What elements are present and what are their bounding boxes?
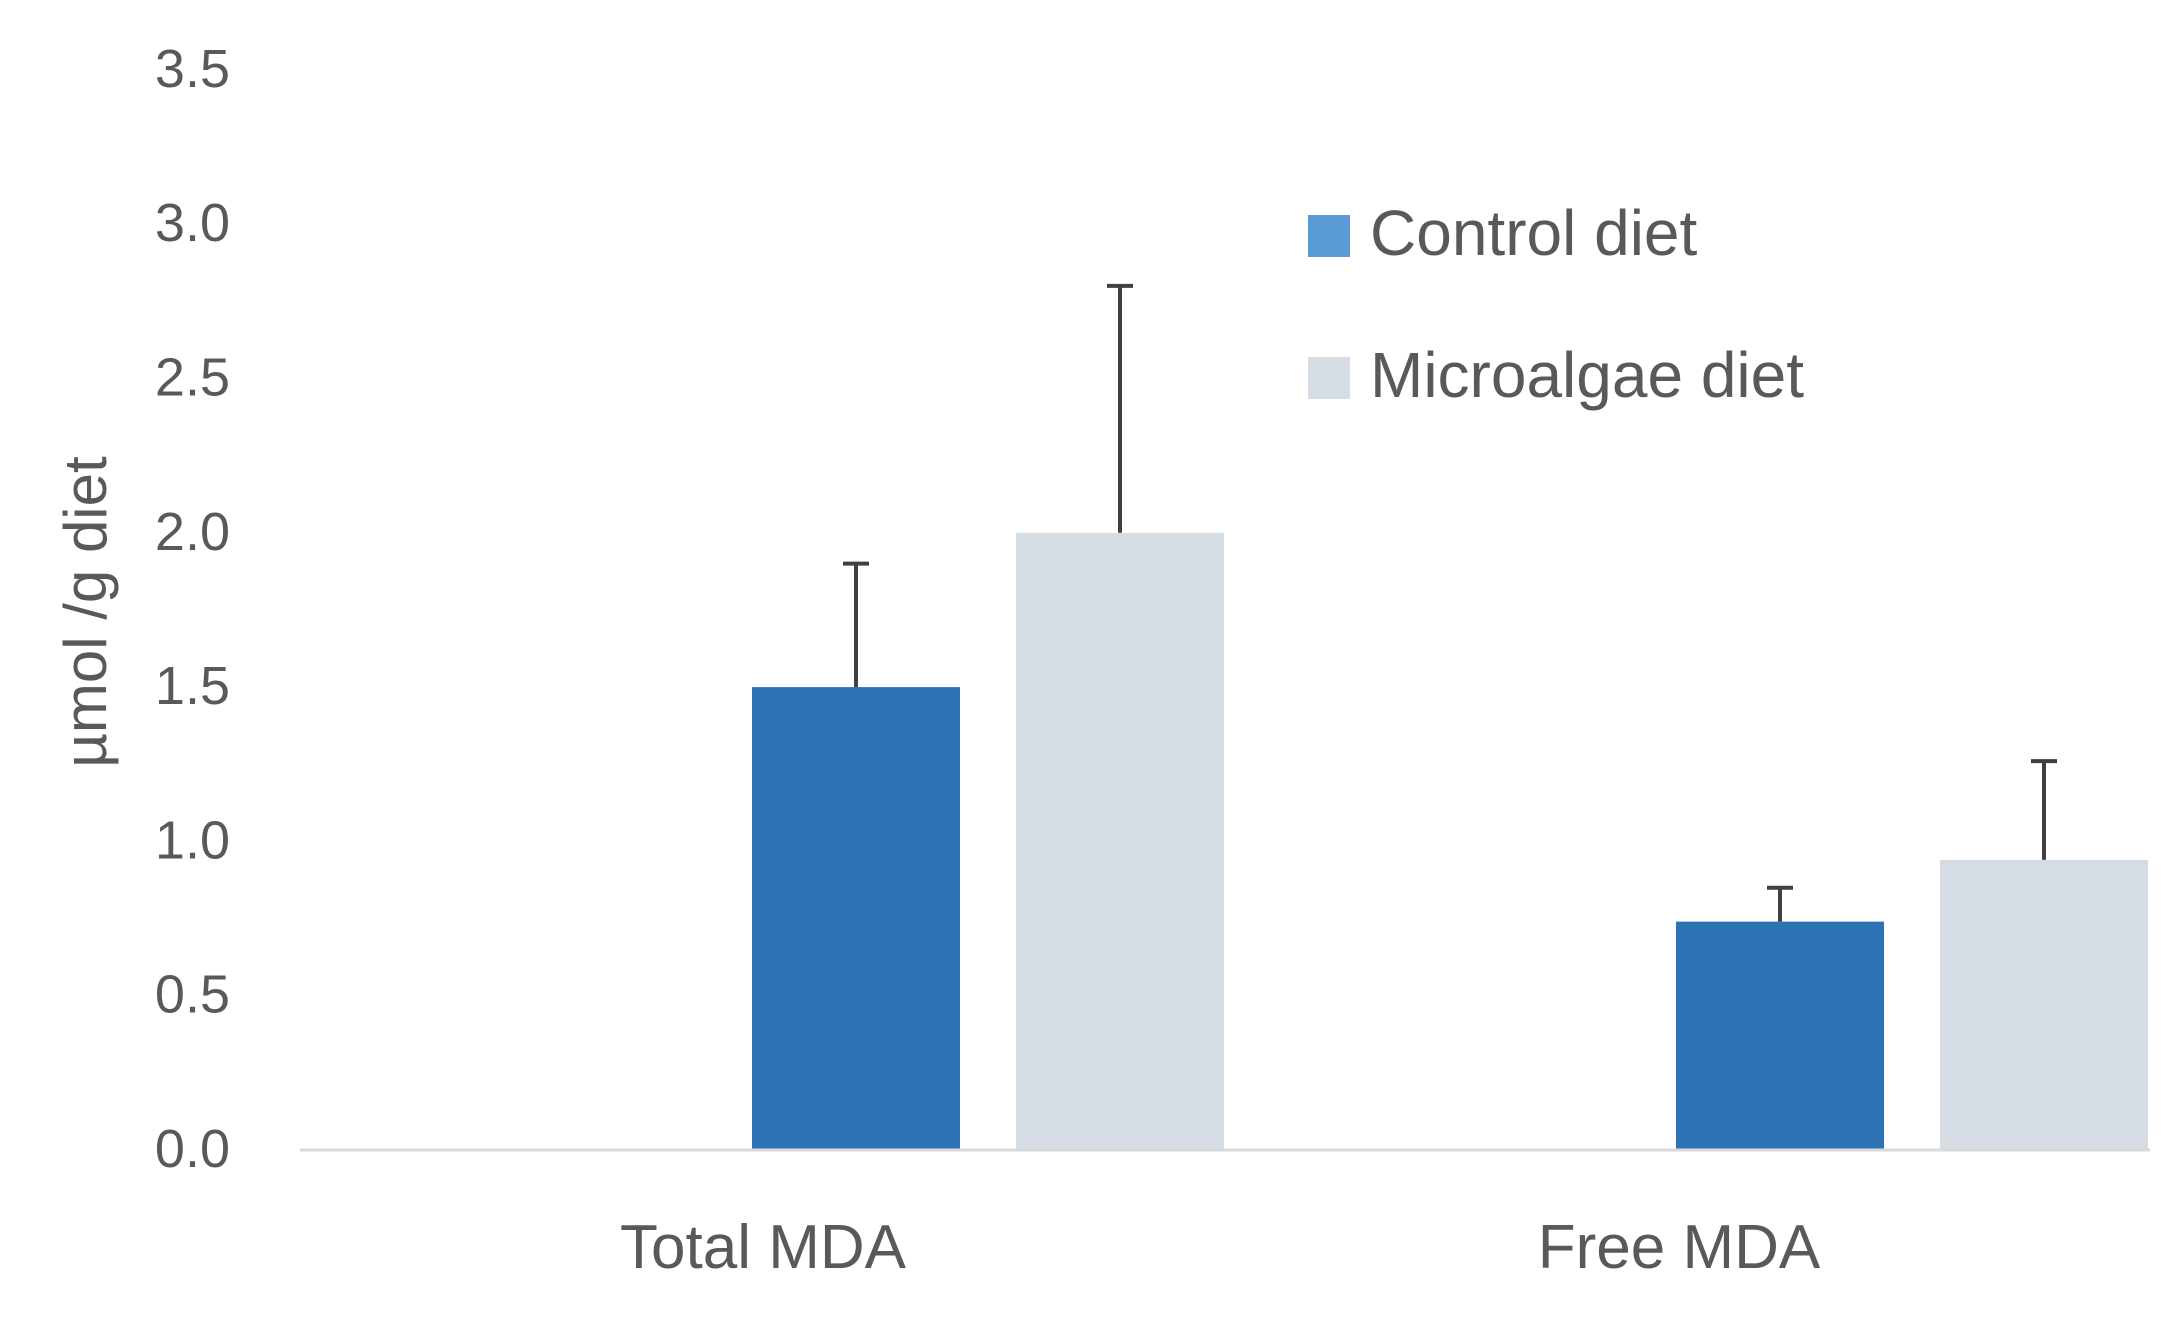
legend-swatch [1308,215,1350,257]
y-tick-label: 0.0 [155,1119,230,1179]
y-tick-label: 3.5 [155,39,230,99]
legend-item: Control diet [1308,197,1698,269]
bar-microalgae-diet-total-mda [1016,532,1224,1150]
y-tick-label: 1.5 [155,656,230,716]
bars [752,532,2148,1150]
y-tick-label: 3.0 [155,193,230,253]
legend-item: Microalgae diet [1308,339,1804,411]
error-bar [1107,283,1133,533]
y-tick-label: 2.5 [155,348,230,408]
y-axis-label: µmol /g diet [52,456,119,768]
x-tick-labels: Total MDA Free MDA [620,1213,1821,1282]
legend-label: Control diet [1370,197,1698,269]
legend-swatch [1308,357,1350,399]
legend: Control diet Microalgae diet [1308,197,1804,411]
error-bar [1767,885,1793,922]
legend-label: Microalgae diet [1370,339,1804,411]
y-tick-label: 1.0 [155,810,230,870]
y-tick-label: 0.5 [155,965,230,1025]
x-tick-label: Free MDA [1538,1213,1821,1282]
error-bar [843,561,869,688]
error-bars [843,283,2057,922]
error-bar [2031,759,2057,860]
bar-control-diet-total-mda [752,687,960,1150]
y-tick-labels: 0.0 0.5 1.0 1.5 2.0 2.5 3.0 3.5 [155,39,230,1179]
bar-control-diet-free-mda [1676,921,1884,1150]
y-tick-label: 2.0 [155,502,230,562]
bar-microalgae-diet-free-mda [1940,859,2148,1150]
x-tick-label: Total MDA [620,1213,907,1282]
